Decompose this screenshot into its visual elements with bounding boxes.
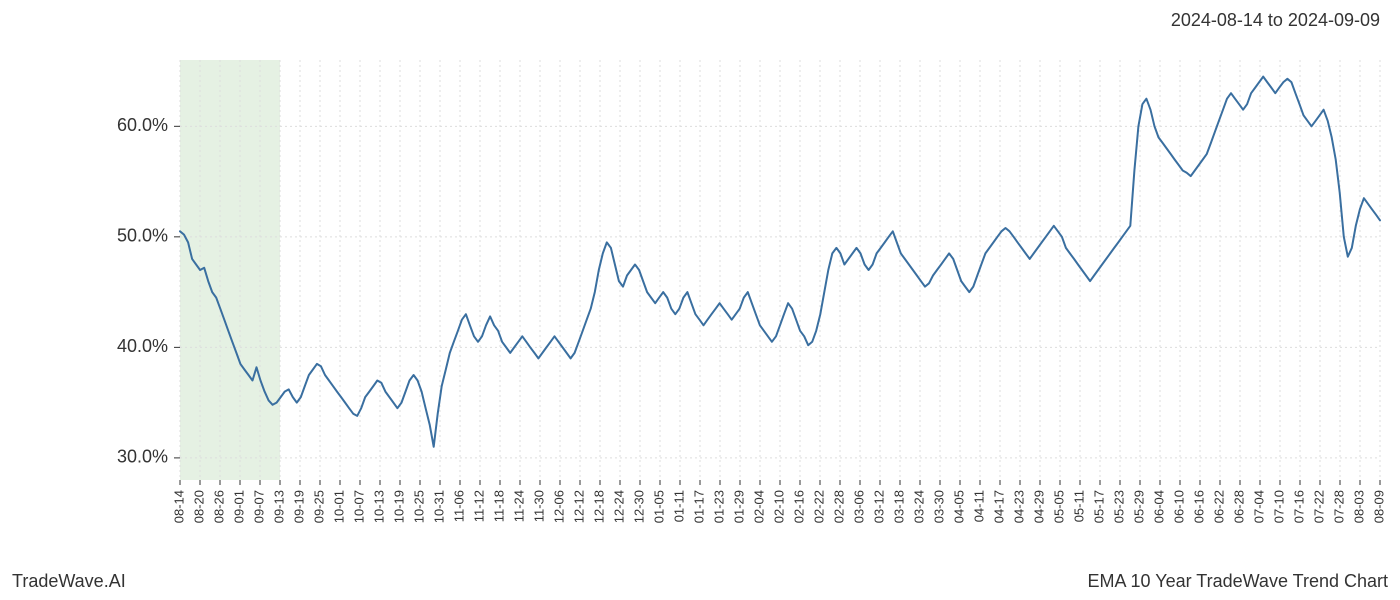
x-tick-label: 01-11	[671, 490, 686, 522]
date-range-label: 2024-08-14 to 2024-09-09	[1171, 10, 1380, 31]
x-tick-label: 12-06	[551, 490, 566, 523]
y-tick-label: 50.0%	[117, 226, 168, 246]
chart-title: EMA 10 Year TradeWave Trend Chart	[1088, 571, 1389, 592]
x-tick-label: 09-07	[251, 490, 266, 523]
x-tick-label: 03-12	[871, 490, 886, 523]
x-tick-label: 06-10	[1171, 490, 1186, 523]
x-tick-label: 09-01	[231, 490, 246, 523]
x-tick-label: 12-12	[571, 490, 586, 523]
x-tick-label: 02-04	[751, 490, 766, 523]
trend-chart: 30.0% 40.0% 50.0% 60.0% 08-14 08-20 08-26 09-01…	[0, 40, 1400, 560]
x-tick-label: 11-30	[531, 490, 546, 522]
x-tick-label: 06-28	[1231, 490, 1246, 523]
x-tick-label: 01-05	[651, 490, 666, 523]
x-tick-label: 07-28	[1331, 490, 1346, 523]
x-tick-label: 09-19	[291, 490, 306, 523]
y-tick-label: 40.0%	[117, 336, 168, 356]
x-tick-label: 06-04	[1151, 490, 1166, 523]
x-tick-label: 10-19	[391, 490, 406, 523]
x-tick-label: 10-13	[371, 490, 386, 523]
x-tick-label: 08-14	[171, 490, 186, 523]
y-tick-label: 60.0%	[117, 115, 168, 135]
x-tick-label: 11-12	[471, 490, 486, 522]
x-tick-label: 07-16	[1291, 490, 1306, 523]
x-tick-label: 05-11	[1071, 490, 1086, 522]
x-tick-label: 08-03	[1351, 490, 1366, 523]
x-tick-label: 04-05	[951, 490, 966, 523]
chart-container: 30.0% 40.0% 50.0% 60.0% 08-14 08-20 08-26 09-01…	[0, 40, 1400, 560]
x-tick-label: 11-24	[511, 490, 526, 522]
x-tick-label: 02-16	[791, 490, 806, 523]
x-tick-label: 03-24	[911, 490, 926, 523]
x-tick-label: 10-07	[351, 490, 366, 523]
x-tick-label: 03-30	[931, 490, 946, 523]
x-tick-label: 08-20	[191, 490, 206, 523]
x-tick-label: 10-31	[431, 490, 446, 523]
x-tick-label: 05-29	[1131, 490, 1146, 523]
x-tick-label: 12-18	[591, 490, 606, 523]
highlight-band	[180, 60, 280, 480]
x-tick-label: 06-16	[1191, 490, 1206, 523]
x-tick-label: 04-29	[1031, 490, 1046, 523]
x-tick-label: 11-18	[491, 490, 506, 522]
x-tick-label: 01-23	[711, 490, 726, 523]
x-tick-label: 12-30	[631, 490, 646, 523]
x-tick-label: 04-23	[1011, 490, 1026, 523]
x-tick-label: 07-22	[1311, 490, 1326, 523]
y-tick-label: 30.0%	[117, 447, 168, 467]
x-tick-label: 03-06	[851, 490, 866, 523]
x-tick-label: 07-10	[1271, 490, 1286, 523]
x-tick-label: 05-05	[1051, 490, 1066, 523]
x-tick-label: 01-17	[691, 490, 706, 523]
x-tick-label: 01-29	[731, 490, 746, 523]
x-tick-label: 10-25	[411, 490, 426, 523]
x-tick-label: 03-18	[891, 490, 906, 523]
x-tick-label: 06-22	[1211, 490, 1226, 523]
x-tick-label: 02-10	[771, 490, 786, 523]
x-tick-label: 02-28	[831, 490, 846, 523]
x-tick-label: 11-06	[451, 490, 466, 522]
x-tick-label: 04-11	[971, 490, 986, 522]
x-tick-label: 08-09	[1371, 490, 1386, 523]
x-tick-label: 09-13	[271, 490, 286, 523]
x-tick-label: 12-24	[611, 490, 626, 523]
x-tick-label: 02-22	[811, 490, 826, 523]
x-tick-label: 10-01	[331, 490, 346, 523]
x-tick-label: 04-17	[991, 490, 1006, 523]
x-tick-label: 08-26	[211, 490, 226, 523]
x-tick-label: 05-17	[1091, 490, 1106, 523]
x-tick-label: 05-23	[1111, 490, 1126, 523]
x-tick-label: 07-04	[1251, 490, 1266, 523]
x-tick-label: 09-25	[311, 490, 326, 523]
brand-label: TradeWave.AI	[12, 571, 126, 592]
